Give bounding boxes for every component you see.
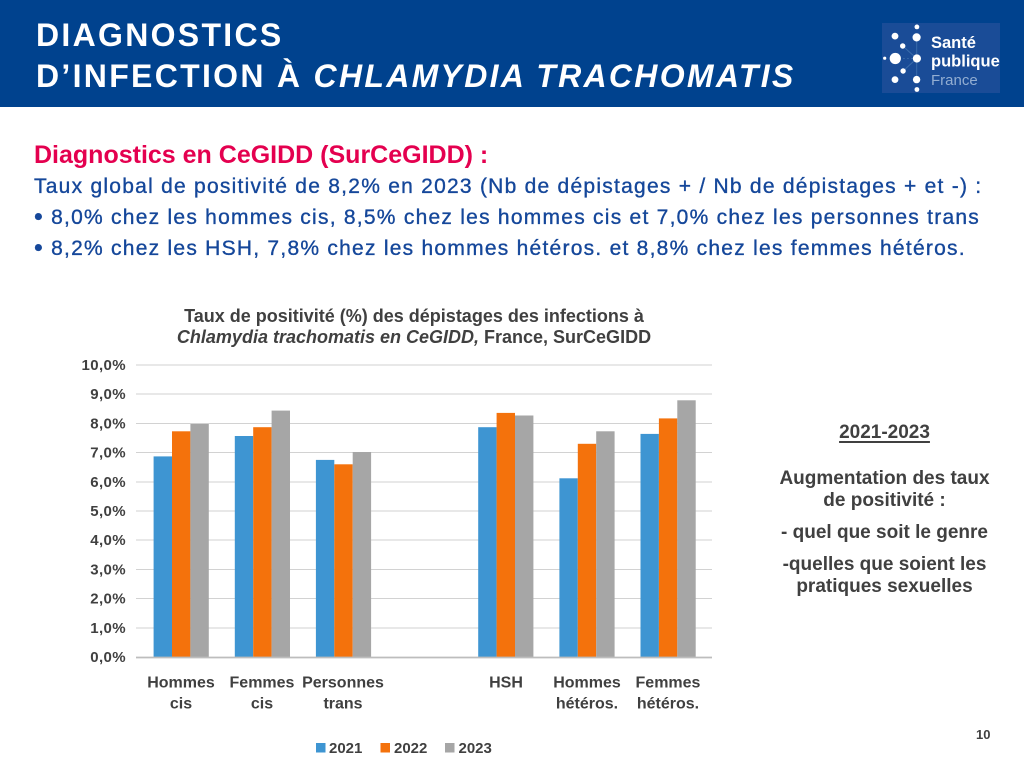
svg-text:cis: cis (251, 696, 273, 713)
svg-text:Chlamydia trachomatis en CeGID: Chlamydia trachomatis en CeGIDD, France,… (177, 327, 651, 347)
svg-text:4,0%: 4,0% (90, 532, 126, 549)
svg-text:1,0%: 1,0% (90, 620, 126, 637)
svg-text:10,0%: 10,0% (81, 357, 126, 374)
svg-text:8,0%: 8,0% (90, 415, 126, 432)
svg-text:hétéros.: hétéros. (637, 696, 699, 713)
svg-text:cis: cis (170, 696, 192, 713)
svg-text:Hommes: Hommes (147, 675, 215, 692)
svg-text:Femmes: Femmes (230, 675, 295, 692)
svg-text:7,0%: 7,0% (90, 445, 126, 462)
svg-text:3,0%: 3,0% (90, 561, 126, 578)
svg-text:0,0%: 0,0% (90, 649, 126, 666)
svg-text:Personnes: Personnes (302, 675, 384, 692)
svg-text:2021: 2021 (329, 740, 362, 757)
svg-text:2023: 2023 (459, 740, 492, 757)
svg-text:5,0%: 5,0% (90, 503, 126, 520)
svg-text:Taux de positivité (%) des dép: Taux de positivité (%) des dépistages de… (184, 306, 645, 326)
svg-text:Femmes: Femmes (636, 675, 701, 692)
svg-text:2,0%: 2,0% (90, 591, 126, 608)
svg-text:6,0%: 6,0% (90, 474, 126, 491)
svg-text:France: France (931, 72, 978, 89)
svg-text:publique: publique (931, 52, 1000, 70)
svg-text:9,0%: 9,0% (90, 386, 126, 403)
svg-text:Hommes: Hommes (553, 675, 621, 692)
svg-text:Santé: Santé (931, 34, 976, 52)
svg-text:trans: trans (323, 696, 362, 713)
svg-text:2022: 2022 (394, 740, 427, 757)
svg-text:hétéros.: hétéros. (556, 696, 618, 713)
svg-text:HSH: HSH (489, 675, 523, 692)
